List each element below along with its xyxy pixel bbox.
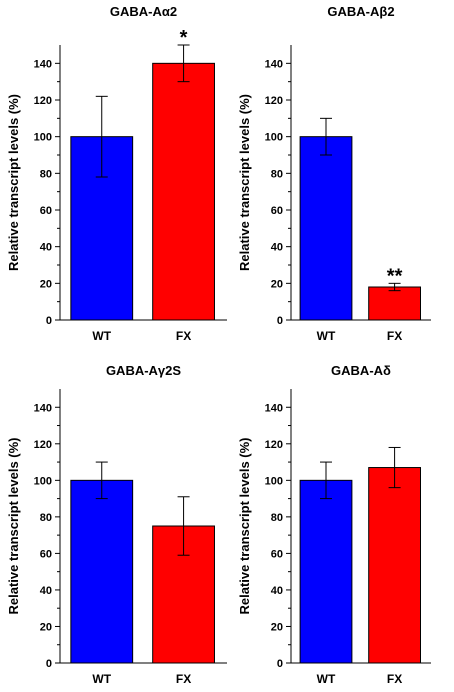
y-tick-label: 140: [265, 58, 283, 70]
error-bar-fx: [388, 282, 401, 292]
y-tick-label: 120: [34, 439, 52, 451]
y-tick-label: 40: [40, 585, 52, 597]
chart-title: GABA-Aγ2S: [106, 363, 181, 378]
bar-wt: [299, 479, 353, 664]
y-tick-label: 0: [277, 658, 283, 670]
error-bar-wt: [95, 461, 108, 500]
bar-fx: [368, 286, 422, 321]
y-tick-label: 0: [46, 658, 52, 670]
y-axis-label: Relative transcript levels (%): [237, 94, 252, 271]
y-tick-label: 60: [271, 205, 283, 217]
y-tick-label: 140: [34, 402, 52, 414]
y-tick-label: 0: [46, 315, 52, 327]
bar-fx: [152, 62, 215, 321]
y-tick-label: 140: [265, 402, 283, 414]
x-tick-label: FX: [387, 672, 402, 686]
chart-panel-3: GABA-Aγ2S Relative transcript levels (%) W…: [6, 363, 227, 686]
error-bar-fx: [177, 496, 190, 556]
y-tick-label: 120: [34, 95, 52, 107]
y-tick-label: 120: [265, 95, 283, 107]
y-tick-label: 20: [271, 621, 283, 633]
x-tick-label: FX: [176, 672, 191, 686]
y-tick-label: 80: [40, 512, 52, 524]
y-tick-label: 120: [265, 439, 283, 451]
y-tick-label: 20: [40, 278, 52, 290]
x-tick-label: WT: [92, 672, 111, 686]
y-tick-label: 40: [271, 585, 283, 597]
y-axis-label: Relative transcript levels (%): [237, 437, 252, 614]
y-tick-label: 20: [40, 621, 52, 633]
y-tick-label: 20: [271, 278, 283, 290]
y-tick-label: 80: [40, 168, 52, 180]
y-tick-label: 60: [40, 548, 52, 560]
x-tick-label: WT: [317, 672, 336, 686]
significance-mark: *: [180, 27, 188, 49]
error-bar-wt: [320, 117, 332, 156]
chart-panel-1: GABA-Aα2 Relative transcript levels (%) WT…: [6, 4, 227, 343]
error-bar-fx: [177, 44, 190, 83]
y-tick-label: 80: [271, 168, 283, 180]
bar-fx: [368, 467, 422, 664]
y-tick-label: 100: [265, 475, 283, 487]
x-tick-label: FX: [387, 329, 402, 343]
bar-wt: [70, 479, 134, 664]
bar-wt: [299, 136, 353, 321]
y-tick-label: 100: [265, 132, 283, 144]
y-tick-label: 40: [271, 242, 283, 254]
y-tick-label: 100: [34, 132, 52, 144]
y-tick-label: 100: [34, 475, 52, 487]
chart-panel-4: GABA-Aδ Relative transcript levels (%) WT F…: [237, 363, 431, 686]
y-tick-label: 140: [34, 58, 52, 70]
y-tick-label: 60: [40, 205, 52, 217]
significance-mark: **: [387, 265, 403, 287]
y-tick-label: 40: [40, 242, 52, 254]
y-axis-label: Relative transcript levels (%): [6, 437, 21, 614]
x-tick-label: WT: [92, 329, 111, 343]
y-axis-label: Relative transcript levels (%): [6, 94, 21, 271]
chart-title: GABA-Aβ2: [327, 4, 394, 19]
y-tick-label: 60: [271, 548, 283, 560]
x-tick-label: FX: [176, 329, 191, 343]
chart-title: GABA-Aα2: [110, 4, 177, 19]
chart-title: GABA-Aδ: [331, 363, 391, 378]
x-tick-label: WT: [317, 329, 336, 343]
y-tick-label: 0: [277, 315, 283, 327]
error-bar-fx: [388, 446, 401, 489]
chart-panel-2: GABA-Aβ2 Relative transcript levels (%) WT…: [237, 4, 431, 343]
error-bar-wt: [95, 95, 108, 178]
error-bar-wt: [320, 461, 332, 500]
y-tick-label: 80: [271, 512, 283, 524]
